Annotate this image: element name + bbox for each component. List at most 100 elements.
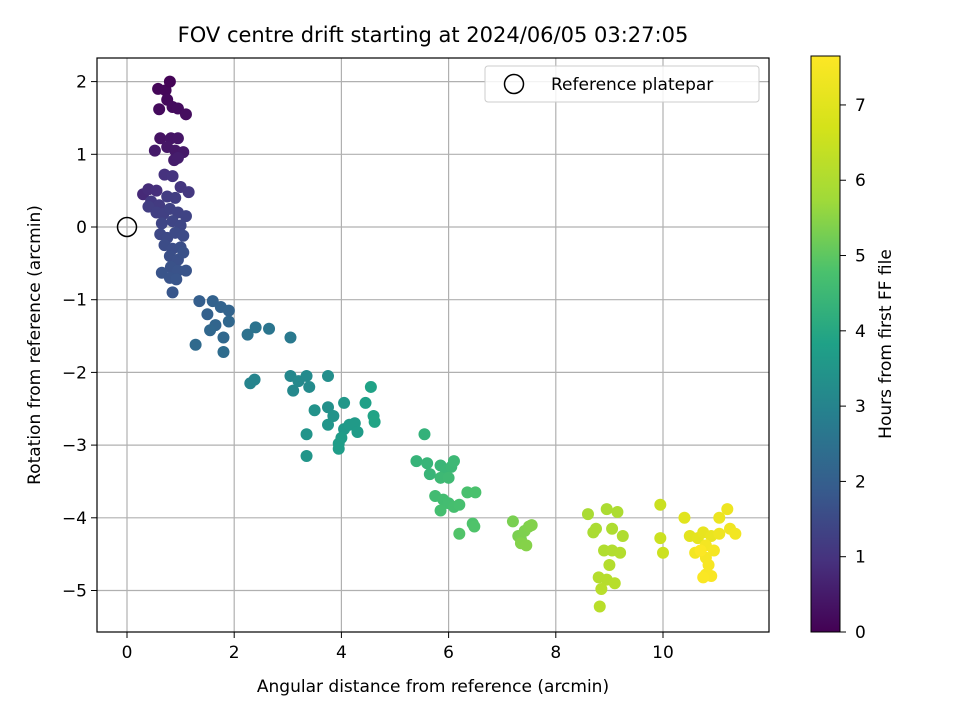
data-point [150,184,163,197]
data-point [447,455,460,468]
data-point [177,246,190,259]
x-tick-label: 8 [550,643,561,663]
data-point [525,519,538,532]
data-point [303,380,316,393]
x-axis-label: Angular distance from reference (arcmin) [257,677,609,697]
data-point [300,450,313,463]
colorbar-tick-label: 1 [855,548,866,568]
colorbar-label: Hours from first FF file [876,249,896,439]
data-point [308,404,321,417]
data-point [241,328,254,341]
data-point [368,415,381,428]
data-point [657,546,669,559]
data-point [421,457,434,470]
data-point [614,546,627,559]
data-point [217,346,230,359]
x-tick-label: 6 [443,643,454,663]
data-point [721,503,734,516]
data-point [148,144,161,157]
grid-lines [97,58,769,632]
data-point [654,532,667,545]
data-point [606,522,619,535]
data-point [327,410,340,423]
colorbar-tick-label: 5 [855,247,866,267]
colorbar-ticks: 0 1 2 3 4 5 6 7 [840,96,866,643]
data-point [201,308,214,321]
data-point [506,515,519,528]
data-point [177,229,190,242]
data-point [169,191,182,204]
x-tick-label: 2 [229,643,240,663]
data-point [702,559,715,572]
data-point [581,508,594,521]
data-point [520,539,533,552]
data-point [153,103,166,116]
data-point [611,505,624,518]
data-point [222,304,235,317]
data-point [600,503,613,516]
data-point [608,577,621,590]
colorbar-tick-label: 2 [855,472,866,492]
data-point [284,331,297,344]
colorbar-tick-label: 0 [855,623,866,643]
data-point [707,544,720,557]
data-point [204,324,217,337]
data-point [603,559,616,572]
data-point [154,132,167,145]
legend-reference-marker [503,73,525,95]
data-point [410,455,423,468]
data-point [300,428,313,441]
data-point [351,426,364,439]
data-point [697,571,710,584]
data-points [137,75,742,613]
y-tick-label: 2 [76,73,87,93]
data-point [155,217,168,230]
data-point [300,370,313,383]
data-point [179,108,192,121]
data-point [713,511,726,524]
data-point [453,527,466,540]
y-tick-label: 1 [76,145,87,165]
data-point [713,527,726,540]
legend: Reference platepar [484,65,760,103]
data-point [163,75,176,88]
data-point [364,380,377,393]
data-point [166,170,179,183]
data-point [217,331,230,344]
data-point [468,520,481,533]
data-point [170,273,183,286]
data-point [442,471,455,484]
y-tick-label: −5 [62,582,87,602]
legend-box [484,65,760,103]
data-point [595,583,608,596]
data-point [423,468,436,481]
data-point [249,321,262,334]
data-point [678,511,691,524]
data-point [171,151,184,164]
colorbar [810,55,841,633]
data-point [654,498,667,511]
y-tick-label: 0 [76,218,87,238]
data-point [332,442,345,455]
reference-platepar-marker [116,216,138,238]
data-point [322,370,334,383]
y-axis-ticks: 2 1 0 −1 −2 −3 −4 −5 [62,73,97,602]
legend-label: Reference platepar [551,75,713,95]
data-point [469,486,482,499]
data-point [322,401,334,414]
y-tick-label: −2 [62,363,87,383]
chart-title: FOV centre drift starting at 2024/06/05 … [178,23,689,47]
data-point [193,295,206,308]
data-point [263,322,276,335]
data-point [222,315,235,328]
data-point [189,338,202,351]
data-point [616,529,629,542]
x-tick-label: 10 [652,643,674,663]
x-tick-label: 0 [122,643,133,663]
colorbar-tick-label: 3 [855,397,866,417]
colorbar-tick-label: 4 [855,322,866,342]
data-point [166,286,179,299]
data-point [322,418,334,431]
data-point [453,498,466,511]
